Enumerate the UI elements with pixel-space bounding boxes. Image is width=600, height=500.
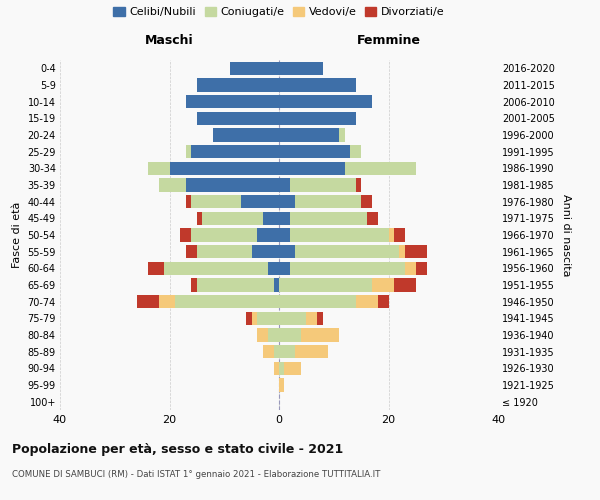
Bar [356,295,377,308]
Bar [279,245,295,258]
Bar [307,312,317,325]
Y-axis label: Fasce di età: Fasce di età [12,202,22,268]
Bar [263,345,274,358]
Bar [405,262,416,275]
Bar [372,278,394,291]
Bar [257,328,268,342]
Bar [295,345,328,358]
Bar [284,362,301,375]
Legend: Celibi/Nubili, Coniugati/e, Vedovi/e, Divorziati/e: Celibi/Nubili, Coniugati/e, Vedovi/e, Di… [109,2,449,22]
Bar [274,362,279,375]
Bar [295,195,361,208]
Bar [191,278,197,291]
Bar [290,178,356,192]
Bar [197,112,279,125]
Bar [191,195,241,208]
Bar [279,278,372,291]
Bar [186,245,197,258]
Bar [279,312,307,325]
Bar [301,328,339,342]
Bar [279,378,284,392]
Bar [290,262,405,275]
Bar [197,278,274,291]
Bar [356,178,361,192]
Bar [279,78,356,92]
Bar [295,245,400,258]
Bar [191,145,279,158]
Bar [186,178,279,192]
Bar [175,295,279,308]
Bar [279,62,323,75]
Bar [345,162,416,175]
Bar [361,195,372,208]
Bar [290,228,389,241]
Bar [279,362,284,375]
Bar [279,178,290,192]
Bar [400,245,405,258]
Bar [251,245,279,258]
Bar [350,145,361,158]
Bar [389,228,394,241]
Bar [251,312,257,325]
Bar [394,278,416,291]
Bar [191,228,257,241]
Bar [158,178,186,192]
Bar [279,95,372,108]
Text: Popolazione per età, sesso e stato civile - 2021: Popolazione per età, sesso e stato civil… [12,442,343,456]
Bar [279,195,295,208]
Bar [164,262,268,275]
Bar [202,212,263,225]
Bar [197,78,279,92]
Bar [279,345,295,358]
Bar [241,195,279,208]
Bar [186,95,279,108]
Bar [230,62,279,75]
Bar [263,212,279,225]
Bar [279,262,290,275]
Text: Maschi: Maschi [145,34,194,46]
Bar [279,128,339,141]
Bar [279,295,356,308]
Bar [268,262,279,275]
Bar [274,345,279,358]
Bar [268,328,279,342]
Bar [377,295,389,308]
Bar [197,245,251,258]
Bar [339,128,345,141]
Bar [148,162,169,175]
Bar [169,162,279,175]
Bar [279,145,350,158]
Bar [148,262,164,275]
Bar [367,212,377,225]
Bar [279,328,301,342]
Bar [279,162,345,175]
Bar [279,112,356,125]
Bar [279,212,290,225]
Y-axis label: Anni di nascita: Anni di nascita [560,194,571,276]
Bar [181,228,191,241]
Bar [197,212,202,225]
Bar [416,262,427,275]
Bar [246,312,251,325]
Text: COMUNE DI SAMBUCI (RM) - Dati ISTAT 1° gennaio 2021 - Elaborazione TUTTITALIA.IT: COMUNE DI SAMBUCI (RM) - Dati ISTAT 1° g… [12,470,380,479]
Bar [394,228,405,241]
Bar [279,228,290,241]
Bar [214,128,279,141]
Bar [317,312,323,325]
Text: Femmine: Femmine [356,34,421,46]
Bar [405,245,427,258]
Bar [257,312,279,325]
Bar [158,295,175,308]
Bar [290,212,367,225]
Bar [186,145,191,158]
Bar [186,195,191,208]
Bar [257,228,279,241]
Bar [274,278,279,291]
Bar [137,295,158,308]
